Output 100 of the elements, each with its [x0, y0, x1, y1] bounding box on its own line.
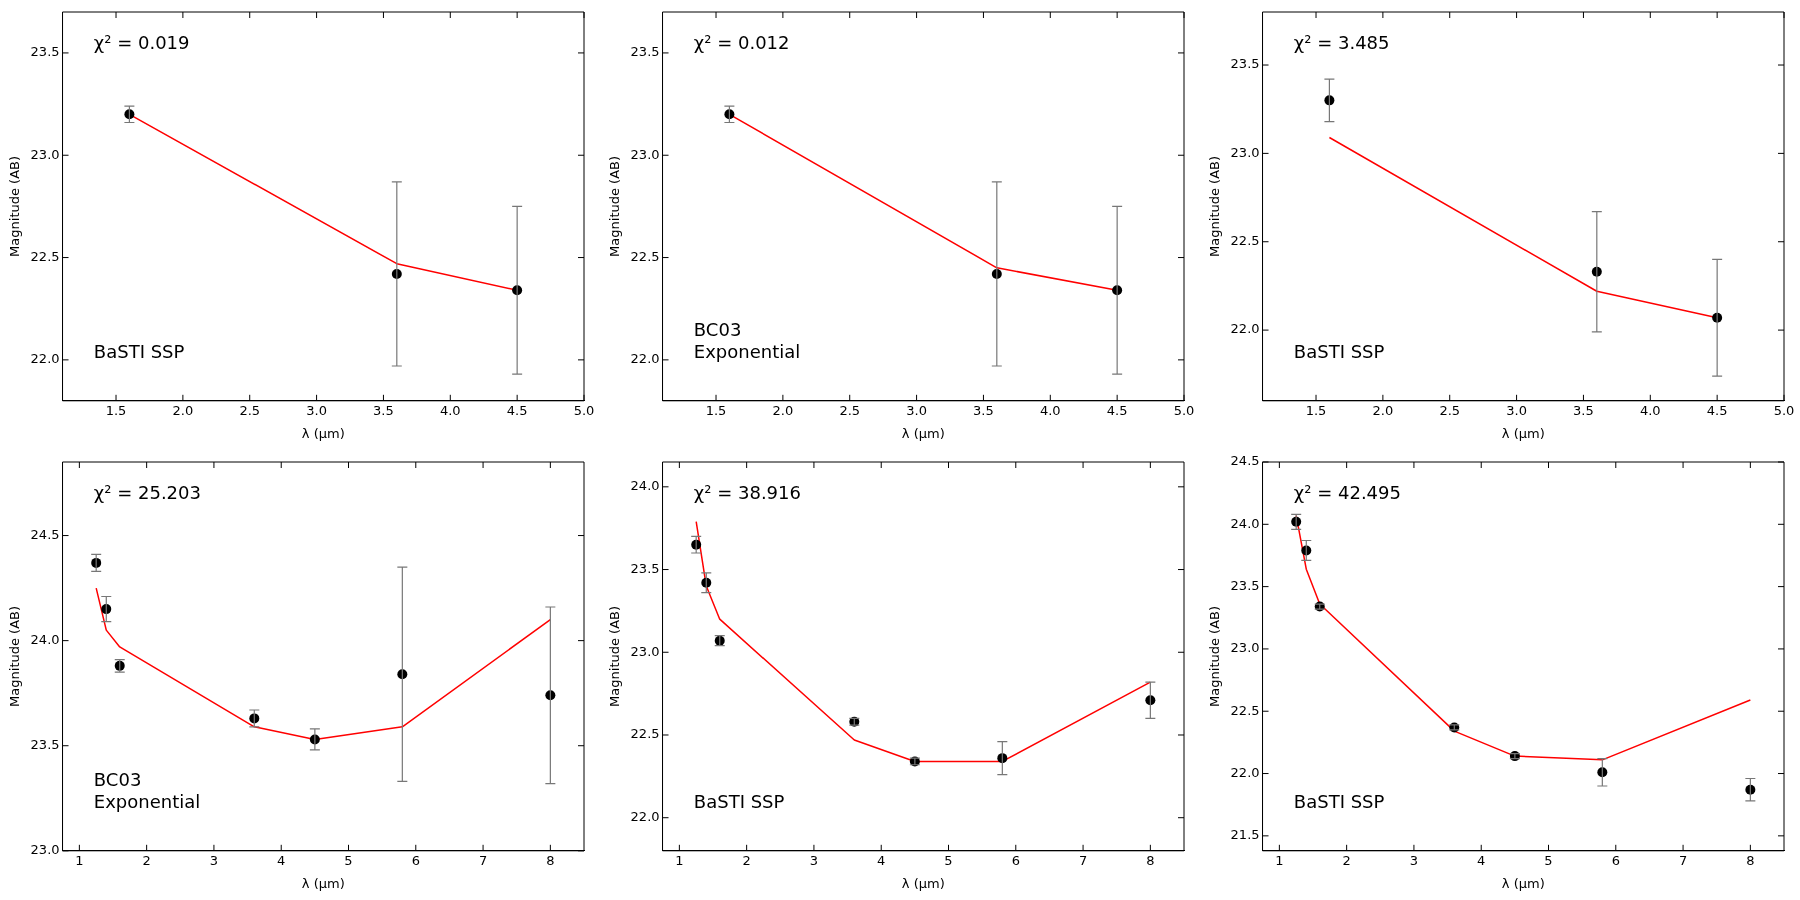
y-axis-title: Magnitude (AB) — [607, 605, 623, 707]
annotation: BC03 Exponential — [693, 318, 801, 362]
x-tick-label: 2.0 — [772, 402, 794, 418]
x-tick-label: 3.5 — [1573, 402, 1594, 418]
x-tick-label: 7 — [1678, 852, 1688, 868]
annotation: χ² = 0.019 — [93, 32, 190, 53]
x-tick-label: 3.5 — [973, 402, 994, 418]
x-tick-label: 4.0 — [1639, 402, 1661, 418]
x-tick-label: 2.0 — [1372, 402, 1394, 418]
x-tick-label: 2 — [1342, 852, 1351, 868]
x-tick-label: 8 — [1146, 852, 1155, 868]
x-tick-label: 7 — [478, 852, 488, 868]
x-axis-title: λ (μm) — [301, 425, 345, 441]
x-tick-label: 5.0 — [573, 402, 595, 418]
y-tick-label: 21.5 — [1230, 827, 1260, 843]
y-tick-label: 23.0 — [1230, 640, 1260, 656]
annotation: χ² = 42.495 — [1293, 482, 1401, 503]
x-tick-label: 4 — [277, 852, 286, 868]
y-tick-label: 23.0 — [1230, 144, 1260, 160]
y-tick-label: 22.5 — [1230, 233, 1260, 249]
y-tick-label: 22.0 — [630, 809, 660, 825]
x-tick-label: 2.5 — [1439, 402, 1461, 418]
x-tick-label: 3.0 — [906, 402, 927, 418]
y-tick-label: 24.5 — [1230, 453, 1260, 469]
y-tick-label: 24.0 — [630, 478, 660, 494]
x-tick-label: 3.0 — [306, 402, 327, 418]
x-tick-label: 5.0 — [1173, 402, 1195, 418]
annotation: BaSTI SSP — [1293, 790, 1385, 812]
y-tick-label: 23.5 — [1230, 577, 1260, 593]
x-tick-label: 3.5 — [373, 402, 394, 418]
y-tick-label: 22.5 — [630, 726, 660, 742]
y-tick-label: 24.0 — [1230, 515, 1260, 531]
x-tick-label: 8 — [546, 852, 555, 868]
x-tick-label: 4.0 — [1039, 402, 1061, 418]
x-tick-label: 4 — [877, 852, 886, 868]
annotation: BaSTI SSP — [693, 790, 785, 812]
x-tick-label: 4 — [1477, 852, 1486, 868]
x-axis-title: λ (μm) — [1501, 875, 1545, 891]
x-tick-label: 6 — [411, 852, 420, 868]
x-axis-title: λ (μm) — [301, 875, 345, 891]
x-tick-label: 1 — [75, 852, 84, 868]
y-tick-label: 23.5 — [30, 737, 60, 753]
x-tick-label: 2.5 — [839, 402, 861, 418]
y-tick-label: 23.0 — [630, 643, 660, 659]
x-tick-label: 8 — [1746, 852, 1755, 868]
y-tick-label: 22.0 — [630, 351, 660, 367]
y-tick-label: 22.5 — [630, 248, 660, 264]
x-tick-label: 5 — [944, 852, 953, 868]
annotation: χ² = 0.012 — [693, 32, 790, 53]
x-tick-label: 1.5 — [1305, 402, 1327, 418]
annotation: χ² = 3.485 — [1293, 32, 1390, 53]
y-tick-label: 22.5 — [30, 248, 60, 264]
annotation: χ² = 25.203 — [93, 482, 201, 503]
x-tick-label: 1 — [675, 852, 684, 868]
x-tick-label: 1.5 — [705, 402, 727, 418]
x-axis-title: λ (μm) — [901, 425, 945, 441]
y-tick-label: 23.0 — [30, 842, 60, 858]
y-tick-label: 22.0 — [1230, 321, 1260, 337]
x-tick-label: 1.5 — [105, 402, 127, 418]
x-tick-label: 5.0 — [1773, 402, 1795, 418]
x-axis-title: λ (μm) — [1501, 425, 1545, 441]
x-tick-label: 2.0 — [172, 402, 194, 418]
y-tick-label: 24.0 — [30, 632, 60, 648]
y-tick-label: 23.5 — [30, 44, 60, 60]
x-tick-label: 2 — [742, 852, 751, 868]
x-tick-label: 6 — [1611, 852, 1620, 868]
x-tick-label: 4.0 — [439, 402, 461, 418]
y-tick-label: 24.5 — [30, 526, 60, 542]
x-tick-label: 2 — [142, 852, 151, 868]
y-tick-label: 23.5 — [1230, 56, 1260, 72]
y-axis-title: Magnitude (AB) — [1207, 155, 1223, 257]
y-tick-label: 23.5 — [630, 560, 660, 576]
y-tick-label: 22.0 — [30, 351, 60, 367]
x-tick-label: 5 — [344, 852, 353, 868]
x-axis-title: λ (μm) — [901, 875, 945, 891]
annotation: χ² = 38.916 — [693, 482, 801, 503]
x-tick-label: 2.5 — [239, 402, 261, 418]
y-axis-title: Magnitude (AB) — [7, 155, 23, 257]
x-tick-label: 3 — [209, 852, 219, 868]
annotation: BaSTI SSP — [1293, 340, 1385, 362]
y-tick-label: 23.0 — [30, 146, 60, 162]
y-tick-label: 22.0 — [1230, 764, 1260, 780]
y-tick-label: 23.5 — [630, 44, 660, 60]
x-tick-label: 3.0 — [1506, 402, 1527, 418]
annotation: BaSTI SSP — [93, 340, 185, 362]
y-tick-label: 22.5 — [1230, 702, 1260, 718]
x-tick-label: 1 — [1275, 852, 1284, 868]
x-tick-label: 4.5 — [506, 402, 528, 418]
y-tick-label: 23.0 — [630, 146, 660, 162]
y-axis-title: Magnitude (AB) — [7, 605, 23, 707]
x-tick-label: 3 — [1409, 852, 1419, 868]
x-tick-label: 4.5 — [1106, 402, 1128, 418]
x-tick-label: 5 — [1544, 852, 1553, 868]
x-tick-label: 3 — [809, 852, 819, 868]
x-tick-label: 7 — [1078, 852, 1088, 868]
x-tick-label: 4.5 — [1706, 402, 1728, 418]
y-axis-title: Magnitude (AB) — [1207, 605, 1223, 707]
annotation: BC03 Exponential — [93, 768, 201, 812]
y-axis-title: Magnitude (AB) — [607, 155, 623, 257]
x-tick-label: 6 — [1011, 852, 1020, 868]
